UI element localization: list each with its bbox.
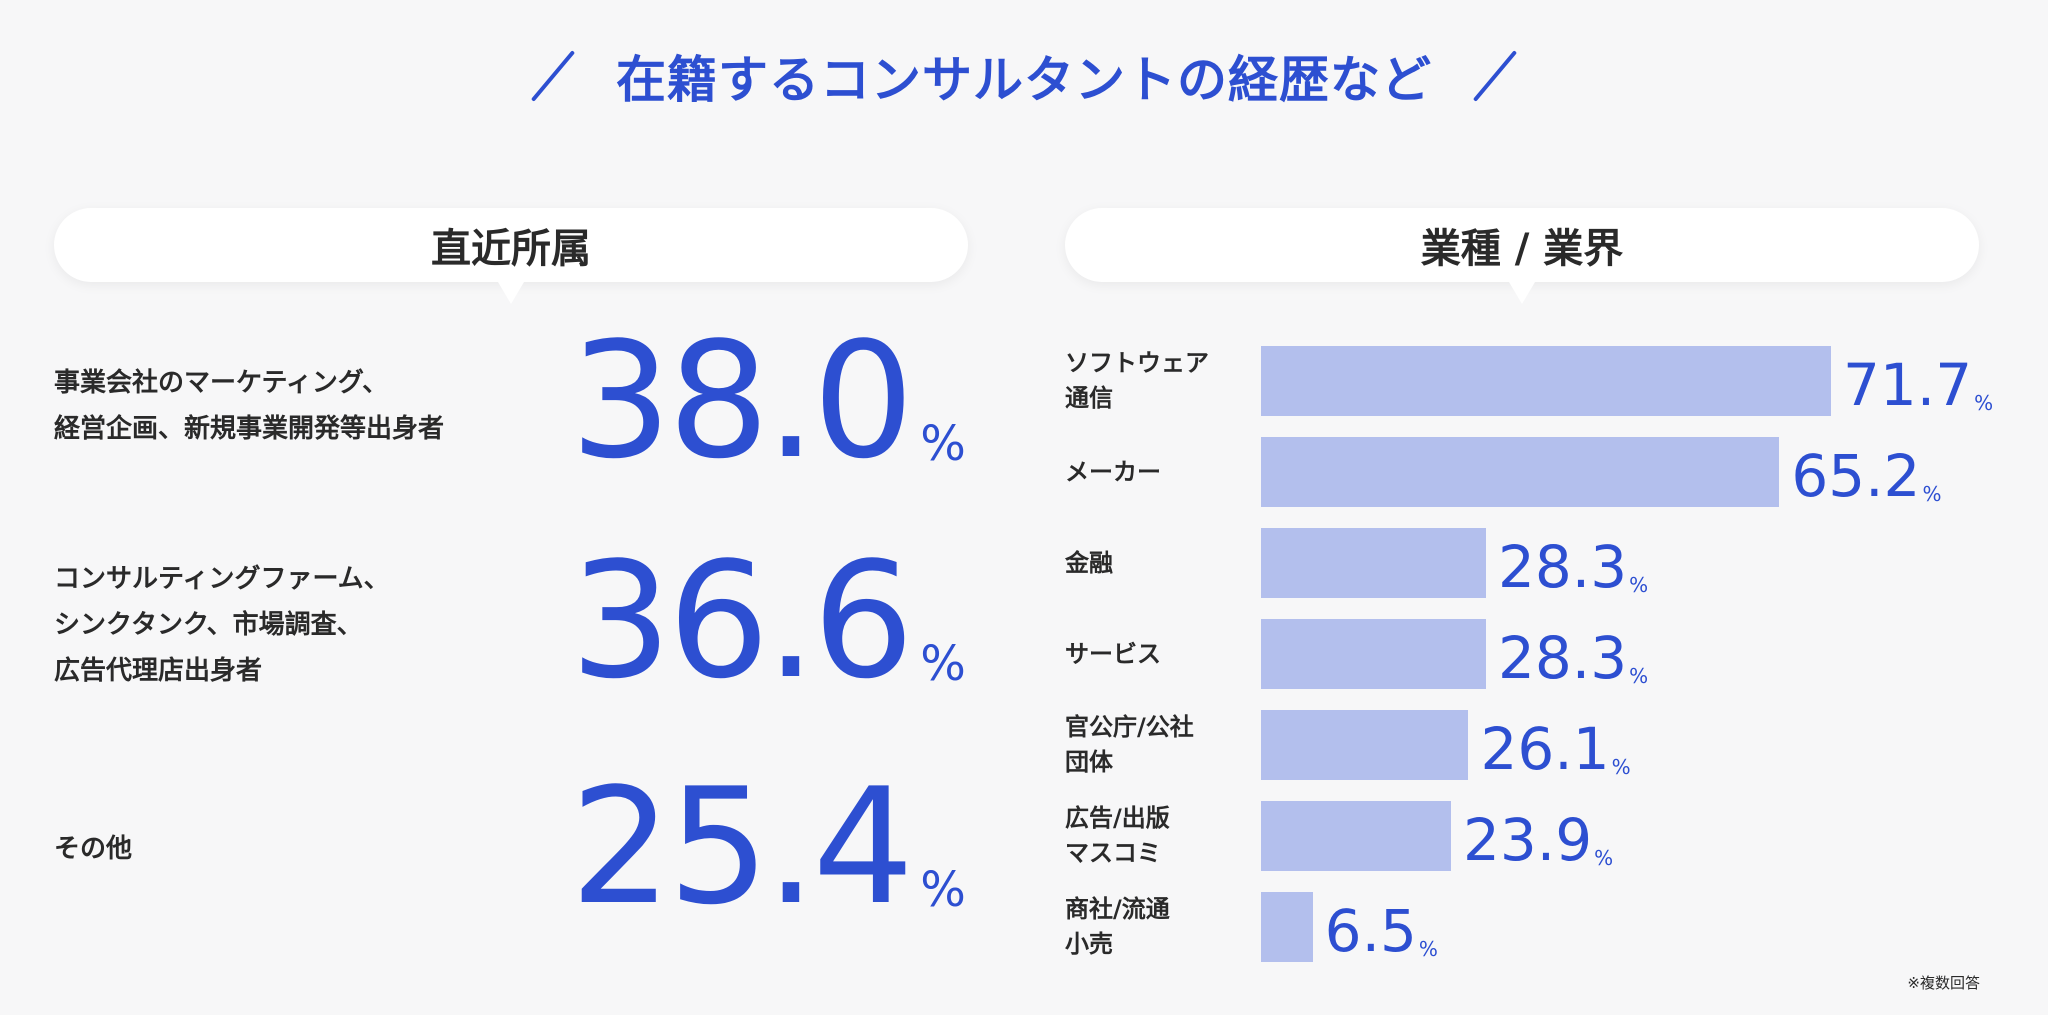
bar-row: 商社/流通小売 6.5%	[1065, 892, 2005, 962]
affiliation-value: 36.6%	[570, 516, 970, 714]
category-label-line: 金融	[1065, 548, 1113, 577]
affiliation-value-number: 36.6	[570, 527, 914, 714]
data-label-value: 23.9	[1463, 806, 1593, 874]
percent-sign: %	[920, 862, 966, 918]
affiliation-label-line: 事業会社のマーケティング、	[54, 368, 389, 398]
affiliation-label: 事業会社のマーケティング、経営企画、新規事業開発等出身者	[54, 360, 514, 452]
percent-sign: %	[1629, 573, 1649, 597]
data-label-value: 26.1	[1480, 715, 1610, 783]
affiliation-label-line: コンサルティングファーム、	[54, 564, 390, 594]
industry-heading: 業種 / 業界	[1065, 208, 1979, 304]
bar	[1261, 801, 1451, 871]
percent-sign: %	[920, 416, 966, 472]
percent-sign: %	[1629, 664, 1649, 688]
data-label: 6.5%	[1325, 892, 1438, 962]
multiple-answer-note: ※複数回答	[1907, 974, 1980, 992]
bar-row: 金融 28.3%	[1065, 528, 2005, 598]
bar-row: 広告/出版マスコミ 23.9%	[1065, 801, 2005, 871]
affiliation-heading: 直近所属	[54, 208, 968, 304]
bar	[1261, 710, 1469, 780]
percent-sign: %	[1922, 482, 1942, 506]
category-label-line: 通信	[1065, 384, 1113, 412]
affiliation-value-number: 38.0	[570, 307, 914, 494]
percent-sign: %	[920, 636, 966, 692]
affiliation-label: コンサルティングファーム、 シンクタンク、市場調査、 広告代理店出身者	[54, 556, 514, 694]
category-label-line: マスコミ	[1065, 839, 1161, 867]
percent-sign: %	[1594, 846, 1614, 870]
data-label: 28.3%	[1498, 528, 1648, 598]
category-label: 広告/出版マスコミ	[1065, 801, 1245, 871]
data-label-value: 28.3	[1497, 624, 1628, 692]
title-slash-left	[526, 48, 580, 104]
category-label: 官公庁/公社 団体	[1065, 710, 1245, 780]
category-label-line: 官公庁/公社	[1065, 713, 1194, 741]
category-label-line: サービス	[1065, 639, 1161, 668]
bar	[1261, 346, 1831, 416]
data-label: 71.7%	[1843, 346, 1993, 416]
data-label-value: 6.5	[1324, 897, 1417, 965]
affiliation-label-line: 経営企画、新規事業開発等出身者	[54, 414, 445, 444]
affiliation-label-line: 広告代理店出身者	[54, 656, 263, 686]
bar-row: 官公庁/公社 団体 26.1%	[1065, 710, 2005, 780]
data-label-value: 71.7	[1843, 351, 1973, 419]
category-label: 金融	[1065, 528, 1245, 598]
category-label: 商社/流通小売	[1065, 892, 1245, 962]
category-label: メーカー	[1065, 437, 1245, 507]
bar	[1261, 437, 1780, 507]
affiliation-label-line: その他	[54, 834, 133, 864]
category-label-line: 商社/流通	[1065, 895, 1170, 923]
percent-sign: %	[1418, 937, 1438, 961]
percent-sign: %	[1974, 391, 1994, 415]
percent-sign: %	[1611, 755, 1631, 779]
category-label: サービス	[1065, 619, 1245, 689]
bar	[1261, 892, 1313, 962]
page-title: 在籍するコンサルタントの経歴など	[616, 51, 1432, 109]
affiliation-value: 25.4%	[570, 742, 970, 940]
data-label-value: 65.2	[1791, 442, 1921, 510]
bar	[1261, 528, 1486, 598]
data-label: 28.3%	[1498, 619, 1648, 689]
data-label: 23.9%	[1463, 801, 1613, 871]
bar-row: サービス 28.3%	[1065, 619, 2005, 689]
data-label: 65.2%	[1791, 437, 1941, 507]
bar-row: メーカー 65.2%	[1065, 437, 2005, 507]
category-label-line: ソフトウェア	[1065, 349, 1209, 377]
category-label-line: 小売	[1065, 930, 1113, 958]
bar-row: ソフトウェア 通信 71.7%	[1065, 346, 2005, 416]
category-label-line: 広告/出版	[1065, 804, 1170, 832]
data-label-value: 28.3	[1497, 533, 1628, 601]
category-label: ソフトウェア 通信	[1065, 346, 1245, 416]
affiliation-value-number: 25.4	[570, 753, 914, 940]
data-label: 26.1%	[1480, 710, 1630, 780]
title-area: 在籍するコンサルタントの経歴など	[0, 36, 2048, 116]
affiliation-value: 38.0%	[570, 296, 970, 494]
affiliation-label-line: シンクタンク、市場調査、	[54, 610, 363, 640]
category-label-line: 団体	[1065, 748, 1113, 776]
bar	[1261, 619, 1486, 689]
category-label-line: メーカー	[1065, 457, 1161, 486]
affiliation-label: その他	[54, 826, 514, 872]
title-slash-right	[1468, 48, 1522, 104]
